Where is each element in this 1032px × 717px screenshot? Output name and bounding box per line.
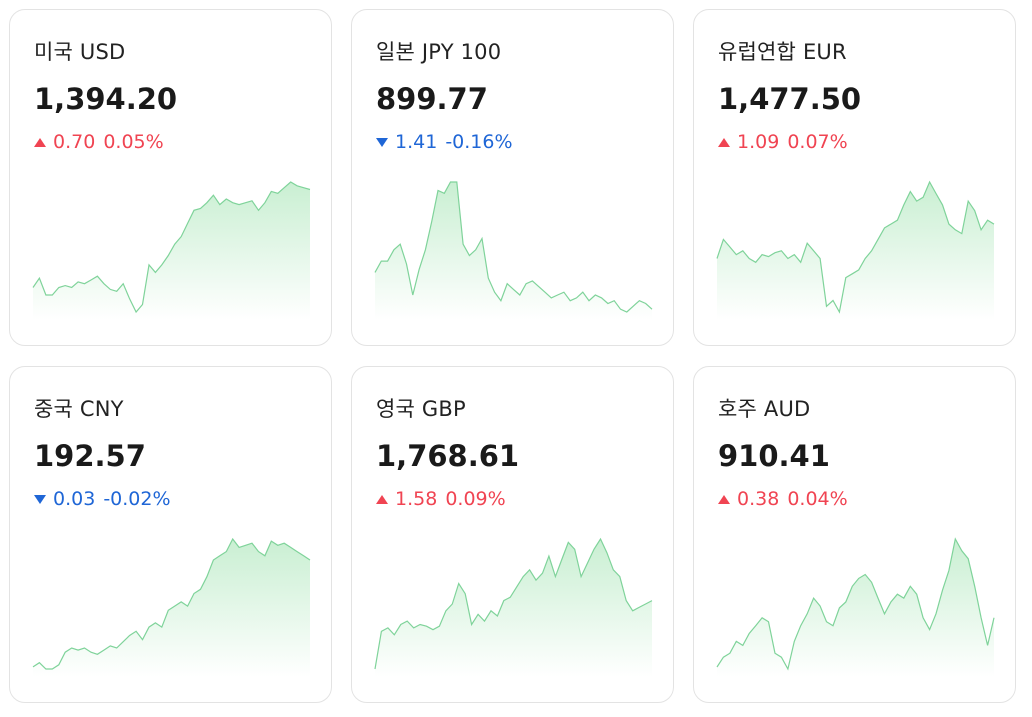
change-value: 0.03 <box>53 488 96 510</box>
change-value: 1.09 <box>737 131 780 153</box>
sparkline-chart <box>716 537 995 677</box>
change-value: 0.38 <box>737 488 780 510</box>
currency-price: 910.41 <box>718 439 830 473</box>
currency-price: 899.77 <box>376 82 488 116</box>
change-percent: -0.16% <box>445 131 513 153</box>
change-percent: 0.07% <box>787 131 848 153</box>
sparkline-line <box>716 537 995 671</box>
currency-change: 0.70 0.05% <box>34 131 164 153</box>
sparkline-area <box>375 182 652 320</box>
change-percent: 0.05% <box>103 131 164 153</box>
change-value: 1.58 <box>395 488 438 510</box>
currency-card-jpy[interactable]: 일본 JPY 100 899.77 1.41 -0.16% <box>351 9 674 346</box>
change-arrow-icon <box>718 137 730 147</box>
currency-change: 1.41 -0.16% <box>376 131 513 153</box>
change-percent: 0.09% <box>445 488 506 510</box>
currency-price: 1,394.20 <box>34 82 178 116</box>
change-percent: 0.04% <box>787 488 848 510</box>
sparkline-line <box>374 181 653 313</box>
currency-name: 일본 JPY 100 <box>376 40 502 64</box>
currency-name: 호주 AUD <box>718 397 811 421</box>
sparkline-area <box>33 539 310 677</box>
sparkline-chart <box>716 180 995 320</box>
sparkline-chart <box>32 181 311 320</box>
currency-card-cny[interactable]: 중국 CNY 192.57 0.03 -0.02% <box>9 366 332 703</box>
currency-change: 1.58 0.09% <box>376 488 506 510</box>
currency-name: 영국 GBP <box>376 397 466 421</box>
change-arrow-icon <box>34 494 46 504</box>
change-value: 1.41 <box>395 131 438 153</box>
sparkline-chart <box>374 181 653 320</box>
currency-card-gbp[interactable]: 영국 GBP 1,768.61 1.58 0.09% <box>351 366 674 703</box>
sparkline-line <box>716 180 995 314</box>
sparkline-area <box>717 182 994 320</box>
change-arrow-icon <box>376 494 388 504</box>
change-arrow-icon <box>34 137 46 147</box>
change-percent: -0.02% <box>103 488 171 510</box>
change-arrow-icon <box>718 494 730 504</box>
currency-price: 192.57 <box>34 439 146 473</box>
sparkline-chart <box>32 537 311 677</box>
sparkline-line <box>374 537 653 670</box>
currency-change: 1.09 0.07% <box>718 131 848 153</box>
change-arrow-icon <box>376 137 388 147</box>
currency-change: 0.03 -0.02% <box>34 488 171 510</box>
currency-name: 유럽연합 EUR <box>718 40 847 64</box>
currency-card-usd[interactable]: 미국 USD 1,394.20 0.70 0.05% <box>9 9 332 346</box>
currency-price: 1,768.61 <box>376 439 520 473</box>
sparkline-area <box>717 539 994 677</box>
sparkline-chart <box>374 537 653 677</box>
currency-name: 미국 USD <box>34 40 126 64</box>
sparkline-area <box>375 539 652 677</box>
currency-name: 중국 CNY <box>34 397 124 421</box>
currency-price: 1,477.50 <box>718 82 862 116</box>
currency-change: 0.38 0.04% <box>718 488 848 510</box>
sparkline-line <box>32 537 311 670</box>
change-value: 0.70 <box>53 131 96 153</box>
currency-card-aud[interactable]: 호주 AUD 910.41 0.38 0.04% <box>693 366 1016 703</box>
currency-card-eur[interactable]: 유럽연합 EUR 1,477.50 1.09 0.07% <box>693 9 1016 346</box>
sparkline-line <box>32 181 311 314</box>
